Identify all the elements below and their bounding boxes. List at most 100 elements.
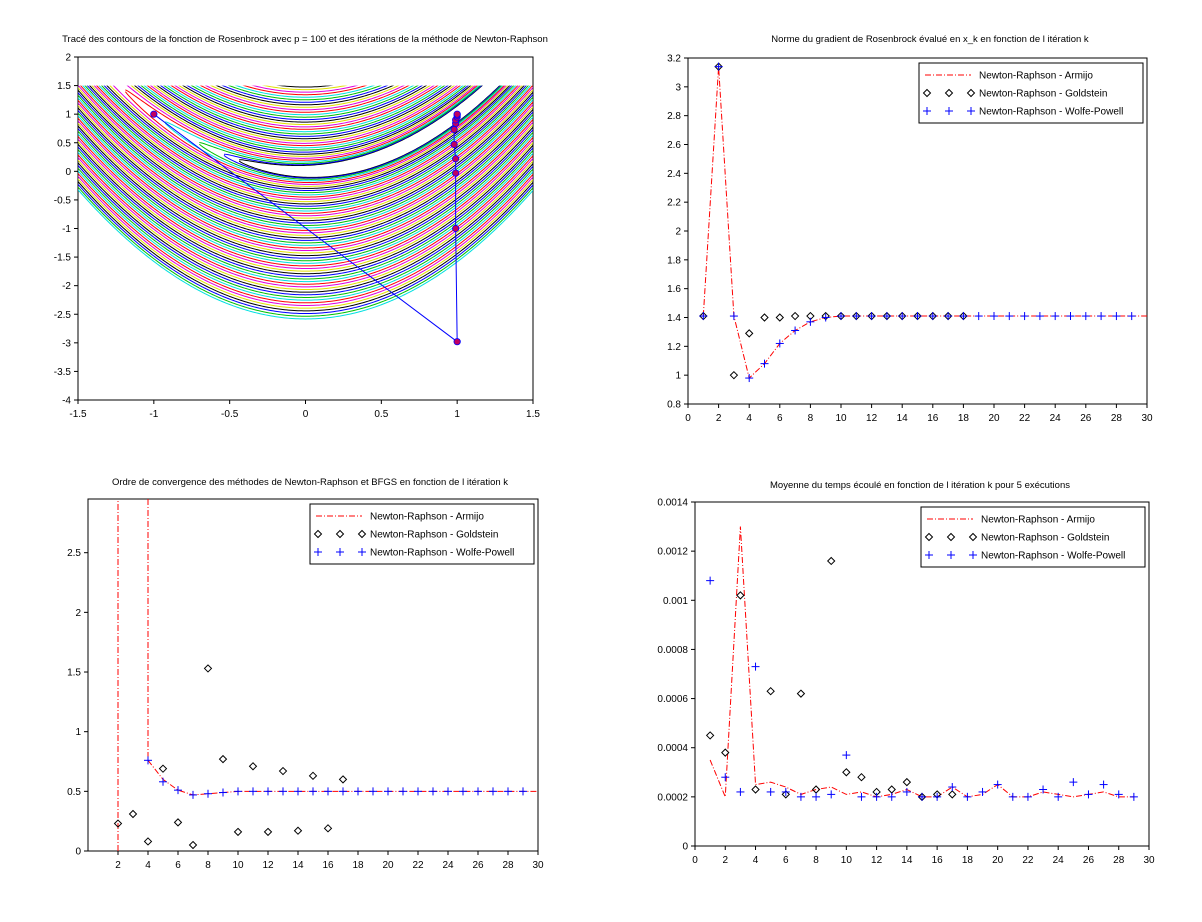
x-tick-label: 30 bbox=[1141, 413, 1153, 424]
data-point-goldstein bbox=[944, 88, 954, 98]
contour-line bbox=[78, 0, 533, 53]
data-point-goldstein bbox=[796, 689, 806, 698]
data-point-goldstein bbox=[887, 785, 896, 794]
chart-title: Norme du gradient de Rosenbrock évalué e… bbox=[771, 34, 1089, 45]
series-line-armijo bbox=[147, 760, 538, 796]
contour-line bbox=[163, 85, 446, 135]
data-point-wolfe-powell bbox=[1051, 312, 1060, 321]
contour-line bbox=[78, 94, 533, 226]
data-point-goldstein bbox=[968, 532, 978, 542]
y-tick-label: 0.001 bbox=[663, 596, 688, 607]
contour-line bbox=[78, 130, 533, 262]
y-tick-label: 1.5 bbox=[67, 668, 81, 679]
contour-line bbox=[112, 85, 507, 185]
contour-line bbox=[78, 159, 533, 291]
y-tick-label: 1 bbox=[675, 371, 681, 382]
data-point-wolfe-powell bbox=[791, 326, 800, 335]
data-point-wolfe-powell bbox=[827, 790, 836, 799]
iteration-point bbox=[150, 110, 158, 118]
x-tick-label: 20 bbox=[992, 855, 1004, 866]
data-point-goldstein bbox=[158, 764, 168, 773]
data-point-wolfe-powell bbox=[933, 792, 942, 801]
data-point-goldstein bbox=[293, 826, 303, 835]
y-tick-label: 0.0002 bbox=[657, 792, 688, 803]
x-tick-label: 0 bbox=[685, 413, 691, 424]
contour-line bbox=[78, 173, 533, 304]
x-tick-label: 12 bbox=[866, 413, 878, 424]
data-point-wolfe-powell bbox=[902, 787, 911, 796]
contour-line bbox=[78, 141, 533, 272]
data-point-wolfe-powell bbox=[821, 313, 830, 322]
contour-line bbox=[239, 85, 483, 167]
data-point-wolfe-powell bbox=[872, 792, 881, 801]
data-point-goldstein bbox=[922, 88, 932, 98]
x-tick-label: 12 bbox=[871, 855, 883, 866]
x-tick-label: 8 bbox=[205, 860, 211, 871]
y-tick-label: -1.5 bbox=[54, 253, 72, 264]
legend-label: Newton-Raphson - Armijo bbox=[981, 515, 1095, 526]
x-tick-label: 8 bbox=[808, 413, 814, 424]
data-point-goldstein bbox=[313, 529, 323, 539]
data-point-wolfe-powell bbox=[925, 551, 933, 559]
y-tick-label: 2.8 bbox=[667, 111, 681, 122]
x-tick-label: 24 bbox=[442, 860, 454, 871]
data-point-wolfe-powell bbox=[174, 786, 182, 795]
y-tick-label: 0.0014 bbox=[657, 498, 688, 509]
contour-line bbox=[125, 85, 505, 184]
data-point-goldstein bbox=[278, 766, 288, 776]
data-point-wolfe-powell bbox=[736, 787, 745, 796]
x-tick-label: 0 bbox=[692, 855, 698, 866]
contour-line bbox=[78, 92, 533, 224]
data-point-goldstein bbox=[143, 837, 153, 846]
contour-line bbox=[262, 85, 348, 91]
data-point-goldstein bbox=[736, 591, 745, 600]
y-tick-label: 1.4 bbox=[667, 313, 681, 324]
data-point-wolfe-powell bbox=[1099, 780, 1108, 789]
x-tick-label: 14 bbox=[897, 413, 909, 424]
contour-line bbox=[186, 85, 424, 121]
contour-line bbox=[195, 85, 415, 116]
data-point-wolfe-powell bbox=[699, 312, 708, 321]
contour-line bbox=[106, 85, 511, 189]
data-point-wolfe-powell bbox=[760, 359, 769, 368]
y-tick-label: -3.5 bbox=[54, 367, 72, 378]
contour-line bbox=[100, 85, 515, 194]
data-point-wolfe-powell bbox=[944, 312, 953, 321]
plot-frame bbox=[87, 498, 539, 852]
x-tick-label: 4 bbox=[753, 855, 759, 866]
contour-line bbox=[78, 149, 533, 280]
data-point-goldstein bbox=[766, 686, 775, 696]
contour-line bbox=[78, 120, 533, 252]
contour-line bbox=[78, 151, 533, 283]
data-point-goldstein bbox=[781, 790, 791, 799]
data-point-wolfe-powell bbox=[309, 787, 317, 796]
data-point-goldstein bbox=[775, 313, 785, 322]
data-point-wolfe-powell bbox=[1020, 312, 1029, 321]
legend-box bbox=[309, 503, 535, 565]
contour-line bbox=[78, 189, 533, 320]
data-point-goldstein bbox=[948, 790, 957, 799]
data-point-wolfe-powell bbox=[144, 756, 152, 765]
data-point-wolfe-powell bbox=[781, 787, 790, 796]
legend-label: Newton-Raphson - Wolfe-Powell bbox=[979, 107, 1123, 118]
data-point-goldstein bbox=[338, 775, 348, 784]
x-tick-label: 28 bbox=[1113, 855, 1125, 866]
contour-line bbox=[78, 143, 533, 275]
contour-line bbox=[227, 85, 383, 101]
contour-line bbox=[78, 0, 533, 61]
y-tick-label: 2 bbox=[675, 227, 681, 238]
x-tick-label: 8 bbox=[813, 855, 819, 866]
contour-line bbox=[137, 85, 469, 153]
contour-line bbox=[78, 170, 533, 301]
data-point-wolfe-powell bbox=[852, 312, 861, 321]
contour-line bbox=[78, 123, 533, 254]
legend-label: Newton-Raphson - Goldstein bbox=[981, 533, 1109, 544]
data-point-wolfe-powell bbox=[219, 788, 227, 797]
data-point-wolfe-powell bbox=[729, 312, 738, 321]
data-point-wolfe-powell bbox=[766, 787, 775, 796]
data-point-goldstein bbox=[188, 840, 198, 850]
data-point-wolfe-powell bbox=[264, 787, 272, 796]
contour-line bbox=[130, 85, 474, 157]
iteration-point bbox=[453, 110, 461, 118]
